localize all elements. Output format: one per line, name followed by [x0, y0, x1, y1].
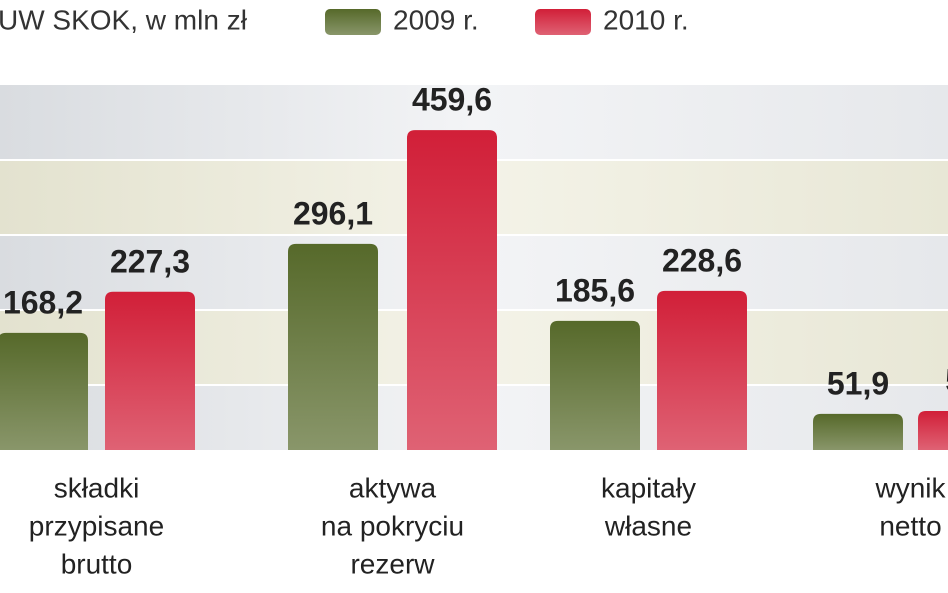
data-label: 168,2 [3, 284, 83, 320]
legend-label: 2010 r. [603, 4, 689, 35]
x-tick-label: na pokryciu [321, 510, 464, 541]
x-tick-label: kapitały [601, 472, 696, 503]
data-label: 459,6 [412, 82, 492, 118]
legend-swatch [535, 9, 591, 35]
x-tick-label: wynik [874, 472, 946, 503]
data-label: 185,6 [555, 272, 635, 308]
x-tick-label: brutto [61, 548, 133, 579]
bar [918, 411, 948, 450]
data-label: 56 [945, 362, 948, 398]
bar [657, 290, 747, 450]
data-label: 296,1 [293, 195, 373, 231]
legend-swatch [325, 9, 381, 35]
data-label: 227,3 [110, 243, 190, 279]
chart-title: UW SKOK, w mln zł [0, 4, 248, 35]
x-tick-label: przypisane [29, 510, 164, 541]
bar [550, 320, 640, 450]
data-label: 228,6 [662, 242, 742, 278]
x-tick-label: aktywa [349, 472, 437, 503]
x-tick-label: rezerw [350, 548, 435, 579]
x-tick-label: netto [879, 510, 941, 541]
bar [813, 413, 903, 450]
x-tick-label: składki [54, 472, 140, 503]
data-label: 51,9 [827, 365, 889, 401]
bar [0, 332, 88, 450]
x-tick-label: własne [604, 510, 692, 541]
bar [105, 291, 195, 450]
bar [288, 243, 378, 450]
bar [407, 130, 497, 450]
legend-label: 2009 r. [393, 4, 479, 35]
